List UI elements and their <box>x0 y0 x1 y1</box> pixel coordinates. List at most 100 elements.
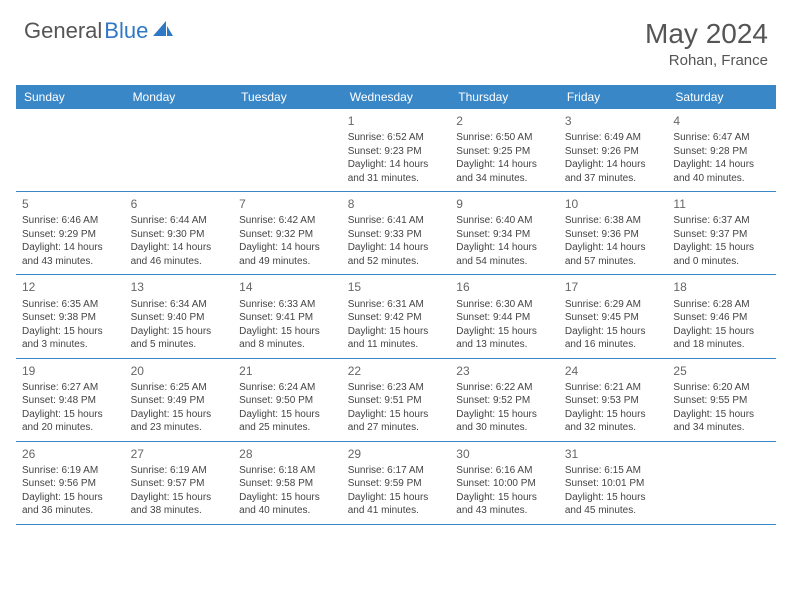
day-cell: 29Sunrise: 6:17 AMSunset: 9:59 PMDayligh… <box>342 442 451 524</box>
daylight-text: Daylight: 14 hours <box>22 241 119 255</box>
sunrise-text: Sunrise: 6:22 AM <box>456 381 553 395</box>
sunrise-text: Sunrise: 6:29 AM <box>565 298 662 312</box>
day-number: 23 <box>456 363 553 379</box>
sunset-text: Sunset: 9:45 PM <box>565 311 662 325</box>
daylight-text: and 52 minutes. <box>348 255 445 269</box>
day-cell: 25Sunrise: 6:20 AMSunset: 9:55 PMDayligh… <box>667 359 776 441</box>
daylight-text: Daylight: 14 hours <box>348 241 445 255</box>
sunrise-text: Sunrise: 6:40 AM <box>456 214 553 228</box>
day-number: 24 <box>565 363 662 379</box>
empty-cell <box>125 109 234 191</box>
sunrise-text: Sunrise: 6:41 AM <box>348 214 445 228</box>
day-cell: 17Sunrise: 6:29 AMSunset: 9:45 PMDayligh… <box>559 275 668 357</box>
daylight-text: Daylight: 15 hours <box>131 491 228 505</box>
day-number: 2 <box>456 113 553 129</box>
sunrise-text: Sunrise: 6:52 AM <box>348 131 445 145</box>
sunset-text: Sunset: 9:56 PM <box>22 477 119 491</box>
day-number: 26 <box>22 446 119 462</box>
sunrise-text: Sunrise: 6:28 AM <box>673 298 770 312</box>
daylight-text: Daylight: 14 hours <box>131 241 228 255</box>
day-cell: 19Sunrise: 6:27 AMSunset: 9:48 PMDayligh… <box>16 359 125 441</box>
sunrise-text: Sunrise: 6:17 AM <box>348 464 445 478</box>
sunrise-text: Sunrise: 6:47 AM <box>673 131 770 145</box>
empty-cell <box>16 109 125 191</box>
day-cell: 15Sunrise: 6:31 AMSunset: 9:42 PMDayligh… <box>342 275 451 357</box>
daylight-text: and 16 minutes. <box>565 338 662 352</box>
day-number: 25 <box>673 363 770 379</box>
daylight-text: Daylight: 14 hours <box>565 158 662 172</box>
daylight-text: and 40 minutes. <box>673 172 770 186</box>
day-number: 9 <box>456 196 553 212</box>
sunset-text: Sunset: 9:30 PM <box>131 228 228 242</box>
sunrise-text: Sunrise: 6:46 AM <box>22 214 119 228</box>
daylight-text: Daylight: 15 hours <box>673 408 770 422</box>
day-cell: 26 Sunrise: 6:19 AMSunset: 9:56 PMDayligh… <box>16 442 125 524</box>
daylight-text: Daylight: 15 hours <box>456 325 553 339</box>
day-number: 8 <box>348 196 445 212</box>
daylight-text: and 23 minutes. <box>131 421 228 435</box>
sunrise-text: Sunrise: 6:50 AM <box>456 131 553 145</box>
day-cell: 9Sunrise: 6:40 AMSunset: 9:34 PMDaylight… <box>450 192 559 274</box>
day-header: Tuesday <box>233 85 342 109</box>
sunrise-text: Sunrise: 6:15 AM <box>565 464 662 478</box>
sunset-text: Sunset: 9:32 PM <box>239 228 336 242</box>
day-header: Friday <box>559 85 668 109</box>
header: GeneralBlue May 2024 Rohan, France <box>0 0 792 79</box>
sunset-text: Sunset: 9:41 PM <box>239 311 336 325</box>
daylight-text: Daylight: 14 hours <box>565 241 662 255</box>
daylight-text: and 54 minutes. <box>456 255 553 269</box>
day-header: Wednesday <box>342 85 451 109</box>
daylight-text: Daylight: 15 hours <box>565 408 662 422</box>
sunset-text: Sunset: 9:58 PM <box>239 477 336 491</box>
sunset-text: Sunset: 10:01 PM <box>565 477 662 491</box>
day-cell: 6Sunrise: 6:44 AMSunset: 9:30 PMDaylight… <box>125 192 234 274</box>
day-number: 31 <box>565 446 662 462</box>
day-cell: 22Sunrise: 6:23 AMSunset: 9:51 PMDayligh… <box>342 359 451 441</box>
sunrise-text: Sunrise: 6:30 AM <box>456 298 553 312</box>
day-cell: 2Sunrise: 6:50 AMSunset: 9:25 PMDaylight… <box>450 109 559 191</box>
daylight-text: and 3 minutes. <box>22 338 119 352</box>
month-title: May 2024 <box>645 18 768 50</box>
empty-cell <box>667 442 776 524</box>
empty-cell <box>233 109 342 191</box>
day-cell: 16Sunrise: 6:30 AMSunset: 9:44 PMDayligh… <box>450 275 559 357</box>
sunset-text: Sunset: 9:40 PM <box>131 311 228 325</box>
daylight-text: Daylight: 15 hours <box>22 491 119 505</box>
day-number: 22 <box>348 363 445 379</box>
day-cell: 5Sunrise: 6:46 AMSunset: 9:29 PMDaylight… <box>16 192 125 274</box>
sunset-text: Sunset: 9:37 PM <box>673 228 770 242</box>
daylight-text: and 30 minutes. <box>456 421 553 435</box>
day-cell: 11Sunrise: 6:37 AMSunset: 9:37 PMDayligh… <box>667 192 776 274</box>
day-header: Monday <box>125 85 234 109</box>
sunset-text: Sunset: 9:42 PM <box>348 311 445 325</box>
daylight-text: Daylight: 15 hours <box>456 491 553 505</box>
sunrise-text: Sunrise: 6:19 AM <box>22 464 119 478</box>
day-cell: 20Sunrise: 6:25 AMSunset: 9:49 PMDayligh… <box>125 359 234 441</box>
day-cell: 13Sunrise: 6:34 AMSunset: 9:40 PMDayligh… <box>125 275 234 357</box>
daylight-text: and 57 minutes. <box>565 255 662 269</box>
day-cell: 1Sunrise: 6:52 AMSunset: 9:23 PMDaylight… <box>342 109 451 191</box>
daylight-text: and 34 minutes. <box>456 172 553 186</box>
daylight-text: and 0 minutes. <box>673 255 770 269</box>
daylight-text: and 38 minutes. <box>131 504 228 518</box>
daylight-text: and 18 minutes. <box>673 338 770 352</box>
week-row: 1Sunrise: 6:52 AMSunset: 9:23 PMDaylight… <box>16 109 776 192</box>
sunset-text: Sunset: 9:23 PM <box>348 145 445 159</box>
daylight-text: Daylight: 15 hours <box>239 325 336 339</box>
sunset-text: Sunset: 9:57 PM <box>131 477 228 491</box>
day-cell: 21Sunrise: 6:24 AMSunset: 9:50 PMDayligh… <box>233 359 342 441</box>
location: Rohan, France <box>645 52 768 69</box>
sunset-text: Sunset: 9:26 PM <box>565 145 662 159</box>
sunrise-text: Sunrise: 6:38 AM <box>565 214 662 228</box>
daylight-text: Daylight: 14 hours <box>348 158 445 172</box>
day-cell: 24Sunrise: 6:21 AMSunset: 9:53 PMDayligh… <box>559 359 668 441</box>
sunset-text: Sunset: 9:51 PM <box>348 394 445 408</box>
week-row: 12Sunrise: 6:35 AMSunset: 9:38 PMDayligh… <box>16 275 776 358</box>
sunset-text: Sunset: 9:52 PM <box>456 394 553 408</box>
daylight-text: and 41 minutes. <box>348 504 445 518</box>
sunrise-text: Sunrise: 6:24 AM <box>239 381 336 395</box>
day-number: 17 <box>565 279 662 295</box>
day-cell: 23Sunrise: 6:22 AMSunset: 9:52 PMDayligh… <box>450 359 559 441</box>
daylight-text: Daylight: 15 hours <box>22 408 119 422</box>
sunset-text: Sunset: 9:38 PM <box>22 311 119 325</box>
